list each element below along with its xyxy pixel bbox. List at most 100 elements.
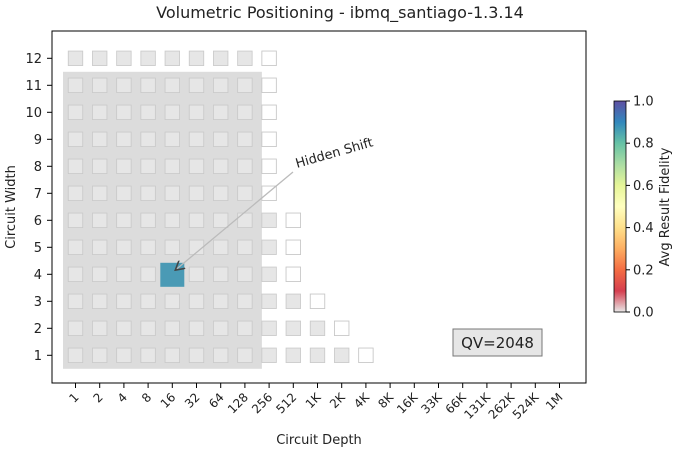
cell-gray	[140, 131, 156, 147]
cell-gray	[67, 266, 84, 282]
cell-gray	[92, 77, 108, 93]
x-tick-label: 8	[139, 390, 154, 405]
colorbar-tick-label: 0.0	[633, 306, 654, 321]
cell-gray	[92, 158, 108, 174]
colorbar-tick-label: 0.4	[633, 221, 654, 236]
cell-gray	[164, 104, 180, 120]
cell-gray	[140, 320, 156, 336]
x-tick-label: 32	[182, 390, 203, 411]
cell-empty	[285, 239, 301, 256]
cell-gray	[164, 347, 180, 363]
x-tick-label: 524K	[510, 389, 542, 421]
cell-gray	[67, 131, 84, 147]
cell-gray	[116, 185, 132, 201]
x-tick-label: 8K	[375, 389, 397, 411]
cell-gray	[188, 104, 205, 120]
cell-gray	[164, 131, 180, 147]
cell-gray	[261, 320, 277, 336]
cell-empty	[261, 158, 277, 175]
cell-gray	[164, 320, 180, 336]
cell-gray	[116, 131, 132, 147]
colorbar: 0.0 0.2 0.4 0.6 0.8 1.0 Avg Result Fidelity	[613, 95, 673, 321]
qv-box: QV=2048	[452, 328, 543, 357]
cell-empty	[334, 320, 350, 336]
cell-gray	[164, 50, 180, 66]
cell-gray	[237, 131, 253, 147]
cell-gray	[140, 293, 156, 309]
cell-gray	[140, 104, 156, 120]
y-tick-label: 8	[34, 160, 42, 175]
cell-empty	[309, 293, 326, 309]
cell-gray	[188, 50, 205, 66]
cell-gray	[237, 50, 253, 66]
cell-empty	[261, 131, 277, 148]
cell-gray	[237, 104, 253, 120]
cell-gray	[188, 239, 205, 255]
x-tick-label: 1M	[543, 390, 566, 413]
cell-gray	[188, 77, 205, 93]
cell-gray	[116, 50, 132, 66]
x-axis-label: Circuit Depth	[276, 433, 362, 448]
cell-gray	[92, 347, 108, 363]
cell-gray	[309, 320, 326, 336]
cell-gray	[261, 266, 277, 282]
cell-empty	[285, 266, 301, 282]
annotation-arrow	[176, 171, 294, 269]
cell-gray	[140, 50, 156, 66]
cell-gray	[237, 239, 253, 255]
cell-gray	[92, 212, 108, 228]
cell-gray	[285, 347, 301, 363]
colorbar-tick-label: 0.6	[633, 179, 654, 194]
y-tick-label: 9	[34, 133, 42, 148]
cell-gray	[237, 77, 253, 93]
cell-gray	[92, 239, 108, 255]
cell-gray	[164, 77, 180, 93]
cell-gray	[164, 185, 180, 201]
cell-gray	[116, 320, 132, 336]
cell-gray	[188, 158, 205, 174]
cell-gray	[116, 239, 132, 255]
x-tick-label: 16K	[394, 389, 421, 416]
cell-gray	[334, 347, 350, 363]
cell-gray	[92, 293, 108, 309]
cell-gray	[67, 320, 84, 336]
cell-gray	[213, 77, 229, 93]
cell-gray	[213, 347, 229, 363]
cell-gray	[237, 185, 253, 201]
y-tick-label: 1	[34, 349, 42, 364]
cell-empty	[285, 212, 301, 229]
cell-gray	[116, 77, 132, 93]
x-tick-label: 2K	[327, 389, 349, 411]
cell-gray	[213, 239, 229, 255]
cell-gray	[67, 239, 84, 255]
cell-gray	[67, 347, 84, 363]
colorbar-gradient	[613, 100, 627, 313]
cell-gray	[92, 104, 108, 120]
cell-gray	[285, 320, 301, 336]
colorbar-ticks: 0.0 0.2 0.4 0.6 0.8 1.0	[626, 95, 654, 321]
chart-title: Volumetric Positioning - ibmq_santiago-1…	[156, 3, 524, 23]
cell-gray	[116, 266, 132, 282]
x-tick-label: 4K	[351, 389, 373, 411]
cell-gray	[67, 212, 84, 228]
cell-gray	[213, 185, 229, 201]
y-tick-label: 5	[34, 241, 42, 256]
cell-gray	[213, 212, 229, 228]
cell-gray	[285, 293, 301, 309]
cell-gray	[92, 50, 108, 66]
cell-gray	[140, 266, 156, 282]
y-tick-label: 7	[34, 187, 42, 202]
x-tick-label: 4	[115, 390, 130, 405]
cell-gray	[237, 320, 253, 336]
cell-gray	[213, 266, 229, 282]
cell-gray	[116, 104, 132, 120]
x-tick-label: 131K	[461, 389, 493, 421]
cell-gray	[67, 185, 84, 201]
cell-gray	[164, 293, 180, 309]
cell-gray	[188, 212, 205, 228]
x-tick-label: 1K	[303, 389, 325, 411]
x-tick-label: 16	[158, 390, 179, 411]
